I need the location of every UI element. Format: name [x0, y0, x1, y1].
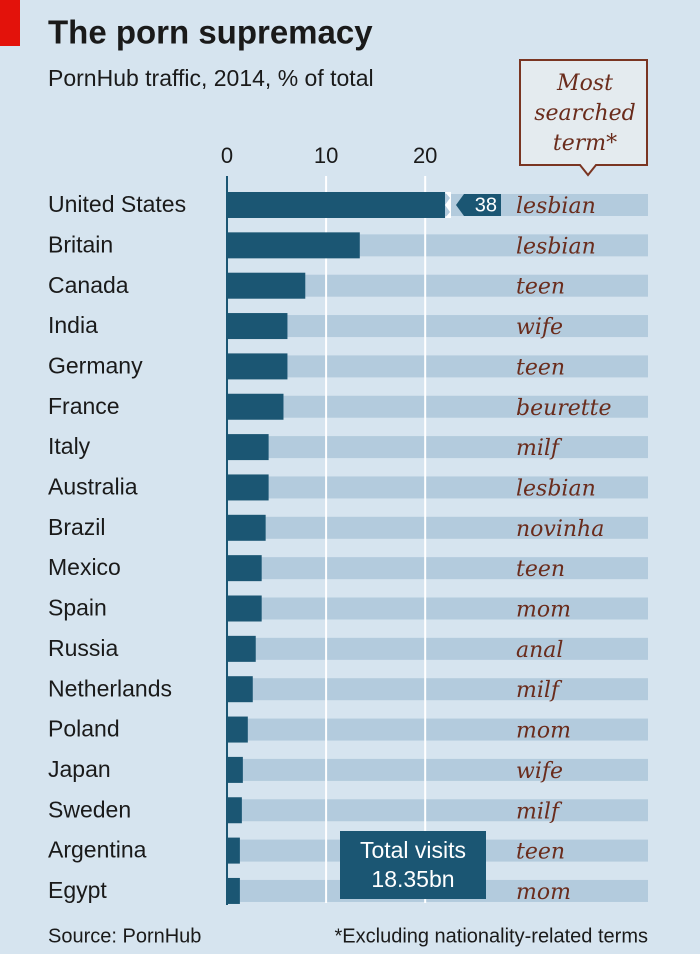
bar — [227, 877, 240, 904]
category-label: Spain — [48, 595, 107, 621]
row-stripe — [227, 799, 648, 822]
term: teen — [516, 275, 565, 300]
bar — [227, 756, 243, 783]
term: lesbian — [516, 476, 596, 501]
row-stripe — [227, 355, 648, 378]
category-label: Australia — [48, 474, 138, 500]
source: Source: PornHub — [48, 925, 201, 947]
row-stripe — [227, 718, 648, 741]
row-stripe — [227, 476, 648, 499]
term-header: searched — [534, 101, 636, 126]
plot: 38 0 10 20 United States lesbian Britain lesbia… — [48, 143, 648, 905]
bar — [227, 555, 262, 582]
annotation-box — [340, 831, 486, 899]
category-label: Argentina — [48, 837, 147, 863]
bar — [227, 716, 248, 743]
red-tag — [0, 0, 20, 46]
category-label: Egypt — [48, 877, 107, 903]
category-label: Russia — [48, 635, 119, 661]
category-label: France — [48, 393, 120, 419]
bar — [227, 272, 306, 299]
subtitle: PornHub traffic, 2014, % of total — [48, 65, 374, 91]
term: teen — [516, 840, 565, 865]
term: milf — [516, 678, 563, 703]
term: mom — [516, 719, 571, 744]
category-label: Italy — [48, 433, 91, 459]
row-stripe — [227, 436, 648, 459]
bar-break — [445, 192, 451, 218]
row-stripe — [227, 758, 648, 781]
term: lesbian — [516, 194, 596, 219]
bar — [227, 192, 445, 218]
bars: 38 — [227, 192, 501, 904]
category-label: Canada — [48, 272, 129, 298]
row-stripes — [227, 194, 648, 902]
row-stripe — [227, 597, 648, 620]
footnote: *Excluding nationality-related terms — [335, 925, 649, 947]
row-stripe — [227, 274, 648, 297]
row-stripe — [227, 557, 648, 580]
term: mom — [516, 598, 571, 623]
bar — [227, 232, 360, 259]
category-label: Poland — [48, 716, 120, 742]
term: teen — [516, 557, 565, 582]
value-label: 38 — [475, 194, 497, 216]
term: teen — [516, 355, 565, 380]
term: wife — [516, 759, 563, 784]
term: wife — [516, 315, 563, 340]
chart-title: The porn supremacy — [48, 14, 373, 51]
bar — [227, 393, 284, 420]
x-tick-label: 20 — [413, 143, 437, 168]
bar — [227, 676, 253, 703]
term-header-box — [519, 59, 648, 177]
bar — [227, 797, 242, 824]
category-label: Sweden — [48, 796, 131, 822]
bar — [227, 514, 266, 541]
category-label: Japan — [48, 756, 111, 782]
category-label: United States — [48, 191, 186, 217]
x-tick-label: 10 — [314, 143, 338, 168]
bar — [227, 474, 269, 501]
term: novinha — [516, 517, 604, 542]
term: milf — [516, 799, 563, 824]
term: anal — [516, 638, 563, 663]
term: beurette — [516, 396, 612, 421]
annotation: Total visits — [360, 837, 466, 863]
category-label: Germany — [48, 352, 143, 378]
annotation: 18.35bn — [371, 866, 454, 892]
bar — [227, 434, 269, 461]
x-tick-label: 0 — [221, 143, 233, 168]
row-stripe — [227, 516, 648, 539]
bar — [227, 837, 240, 864]
term-header: Most — [556, 71, 613, 96]
category-label: Brazil — [48, 514, 106, 540]
term-header: term* — [553, 131, 617, 156]
row-stripe — [227, 678, 648, 701]
term: milf — [516, 436, 563, 461]
bar — [227, 635, 256, 662]
bar — [227, 313, 288, 340]
category-label: Netherlands — [48, 675, 172, 701]
bar — [227, 595, 262, 622]
bar — [227, 353, 288, 380]
row-stripe — [227, 637, 648, 660]
row-stripe — [227, 395, 648, 418]
category-label: Mexico — [48, 554, 121, 580]
category-label: India — [48, 312, 98, 338]
term: mom — [516, 880, 571, 905]
row-stripe — [227, 315, 648, 338]
value-label-box — [456, 194, 501, 216]
category-label: Britain — [48, 231, 113, 257]
term: lesbian — [516, 234, 596, 259]
